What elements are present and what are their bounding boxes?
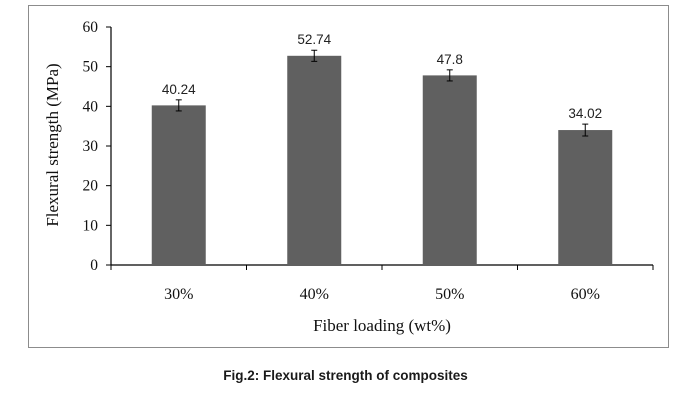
x-axis-title: Fiber loading (wt%) <box>313 316 451 335</box>
data-label: 34.02 <box>568 106 602 121</box>
y-tick-label: 10 <box>83 217 99 234</box>
x-tick-label: 60% <box>571 286 600 303</box>
x-tick-label: 50% <box>435 286 464 303</box>
bar-50% <box>422 75 477 265</box>
data-label: 40.24 <box>162 82 196 97</box>
y-tick-label: 60 <box>83 19 99 36</box>
y-tick-label: 30 <box>83 138 99 155</box>
y-axis-title: Flexural strength (MPa) <box>43 63 62 226</box>
x-tick-label: 30% <box>164 286 193 303</box>
data-label: 47.8 <box>437 52 463 67</box>
bar-60% <box>558 130 613 265</box>
y-tick-label: 20 <box>83 178 99 195</box>
figure-caption: Fig.2: Flexural strength of composites <box>223 368 468 383</box>
bar-30% <box>151 105 206 265</box>
x-tick-label: 40% <box>300 286 329 303</box>
y-tick-label: 40 <box>83 98 99 115</box>
bar-40% <box>287 55 342 265</box>
data-label: 52.74 <box>297 32 331 47</box>
y-tick-label: 0 <box>90 257 98 274</box>
y-tick-label: 50 <box>83 59 99 76</box>
